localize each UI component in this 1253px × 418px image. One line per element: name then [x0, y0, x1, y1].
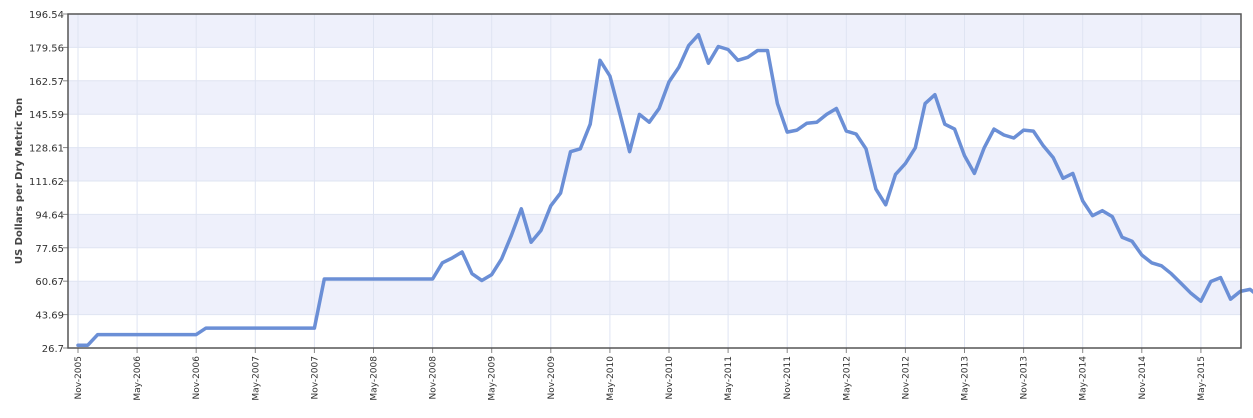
x-tick-label: Nov-2012 [901, 356, 911, 399]
plot-border [67, 13, 1242, 349]
y-tick-label: 162.57 [29, 77, 64, 88]
y-tick-label: 179.56 [29, 43, 64, 54]
y-tick-label: 43.69 [35, 311, 64, 322]
x-tick-label: Nov-2008 [429, 356, 439, 400]
y-tick-label: 60.67 [35, 277, 64, 288]
x-tick-label: May-2006 [133, 356, 143, 401]
plot-band [68, 281, 1241, 315]
y-tick-label: 196.54 [29, 10, 64, 21]
x-tick-label: May-2010 [606, 356, 616, 401]
x-tick-label: May-2014 [1079, 356, 1089, 401]
plot-band [68, 147, 1241, 181]
x-tick-label: May-2007 [251, 356, 261, 401]
plot-band [68, 14, 1241, 48]
plot-bands [68, 14, 1241, 315]
x-tick-label: May-2015 [1197, 356, 1207, 401]
y-tick-label: 145.59 [29, 110, 64, 121]
x-tick-label: May-2011 [724, 356, 734, 401]
x-tick-label: Nov-2014 [1138, 356, 1148, 400]
x-tick-label: Nov-2013 [1020, 356, 1030, 399]
plot-band [68, 214, 1241, 248]
x-tick-label: Nov-2006 [192, 356, 202, 400]
x-tick-label: May-2008 [370, 356, 380, 401]
x-tick-label: Nov-2009 [547, 356, 557, 400]
y-tick-label: 128.61 [29, 144, 64, 155]
x-tick-label: Nov-2010 [665, 356, 675, 400]
y-tick-label: 77.65 [35, 244, 64, 255]
y-tick-label: 26.7 [42, 344, 64, 355]
plot-band [68, 80, 1241, 115]
series-layer [76, 32, 1253, 347]
x-tick-label: Nov-2011 [783, 356, 793, 399]
y-tick-labels: 26.7 43.69 60.67 77.65 94.64 111.62 128.61 145.… [29, 10, 64, 355]
x-tick-label: Nov-2007 [310, 356, 320, 399]
x-tick-label: Nov-2005 [74, 356, 84, 399]
x-tick-labels: Nov-2005 May-2006 Nov-2006 May-2007 Nov-2007… [74, 356, 1207, 401]
x-tick-label: May-2009 [488, 356, 498, 401]
series-line [76, 32, 1253, 347]
y-tick-label: 94.64 [35, 210, 64, 221]
x-tick-label: May-2012 [842, 356, 852, 401]
x-tick-label: May-2013 [961, 356, 971, 401]
y-tick-label: 111.62 [29, 177, 64, 188]
y-axis-label: US Dollars per Dry Metric Ton [14, 98, 25, 264]
